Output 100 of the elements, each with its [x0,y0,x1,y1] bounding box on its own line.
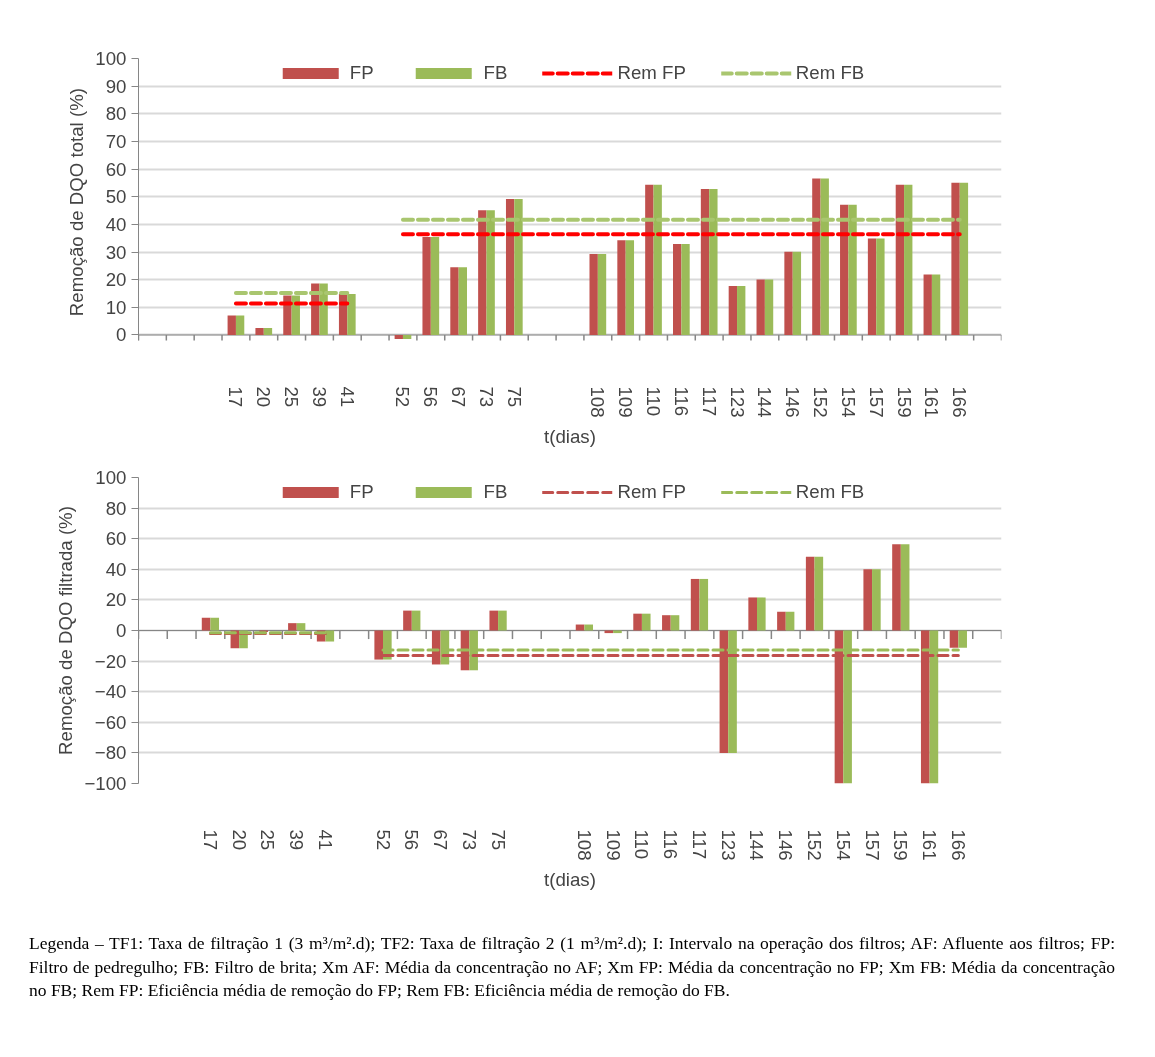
x-tick-label: 110 [631,829,653,860]
bar [347,294,356,335]
bar [450,267,459,335]
bar [617,240,626,335]
x-tick-label: 152 [804,829,826,861]
bar [589,253,598,335]
y-tick-label: 80 [105,103,127,125]
bar [255,328,264,335]
bar [201,617,211,631]
x-tick-label: 154 [837,386,859,418]
y-axis-title: Remoção de DQO filtrada (%) [55,506,77,755]
x-tick-label: 161 [921,386,943,418]
bar [764,279,774,335]
bar [959,182,969,335]
bar [478,210,487,335]
y-tick-label: 0 [116,620,127,641]
bar [748,597,757,631]
bar [641,613,651,631]
text: Legenda – TF1: Taxa de filtração 1 (3 m³/m².d); TF2: Taxa de filtração 2 (1 m³/m².d); I: Intervalo na operação dos filtros; AF: Afluente aos filtros; FP: Filtro de pedregulho; FB: Filtro de brita; Xm AF: Média da concentração no AF; Xm FP: Média da concentração no FP; Xm FB: Média da concentração no FB; Rem FP: Eficiência média de remoção do FP; Rem FB: Eficiência média de remoção do FB. [29,932,1115,1003]
x-tick-label: 123 [726,386,748,418]
bar [489,610,499,631]
bar [662,615,671,631]
legend-label: Rem FB [795,481,865,503]
x-tick-label: 161 [919,829,941,861]
bar [498,610,507,631]
y-tick-label: 100 [95,467,127,488]
y-tick-label: 50 [105,186,127,208]
bar [814,556,824,631]
bar [756,279,765,335]
y-tick-label: 40 [105,213,127,235]
bar [235,315,245,335]
x-tick-label: 41 [336,386,358,408]
bar [949,630,959,648]
x-tick-label: 67 [430,829,452,851]
x-tick-label: 144 [754,386,776,418]
x-tick-label: 146 [782,386,804,418]
bar [422,237,431,335]
bar [820,178,829,335]
bar [848,204,857,335]
bar [681,244,690,335]
bar [709,188,718,335]
bar [645,184,654,335]
bar [951,182,960,335]
bar [863,569,873,631]
x-tick-label: 41 [314,829,336,851]
y-tick-label: −100 [84,773,127,794]
bar [690,578,700,631]
bar [904,184,913,335]
legend-label: FP [349,481,374,503]
y-axis-title: Remoção de DQO total (%) [66,88,88,317]
bar [288,623,297,631]
y-tick-label: 80 [105,497,127,519]
bar [892,544,901,631]
legend-label: FB [483,481,508,503]
x-tick-label: 116 [660,829,682,860]
y-tick-label: 10 [105,296,127,318]
bar [923,274,932,335]
x-tick-label: 110 [643,386,665,417]
x-tick-label: 154 [832,829,854,861]
y-tick-label: −20 [94,650,127,672]
bar [900,544,910,631]
bar [263,328,273,335]
bar [403,610,412,631]
bar [670,615,680,631]
x-tick-label: 56 [420,386,442,408]
x-tick-label: 109 [615,386,637,418]
bar [673,244,682,335]
x-axis-title: t(dias) [544,868,596,890]
x-axis-title: t(dias) [544,425,596,447]
x-tick-label: 117 [688,829,710,860]
bar [872,569,881,631]
y-tick-label: 0 [116,324,127,346]
bar [737,286,746,335]
bar [931,274,941,335]
y-tick-label: 40 [105,558,127,580]
x-tick-label: 166 [947,829,969,861]
x-tick-label: 108 [573,829,595,861]
bar [876,238,885,335]
x-tick-label: 52 [372,829,394,851]
x-tick-label: 39 [286,829,308,851]
y-tick-label: 20 [105,269,127,291]
x-tick-label: 109 [602,829,624,861]
x-tick-label: 56 [401,829,423,851]
y-tick-label: 30 [105,241,127,263]
bar [895,184,905,335]
bar [486,210,495,335]
x-tick-label: 75 [487,829,509,851]
x-tick-label: 73 [475,386,497,408]
legend-label: FP [349,62,374,84]
y-tick-label: 70 [105,130,127,152]
bar [514,198,523,335]
bar [411,610,421,631]
bar [784,251,793,335]
y-tick-label: 100 [95,48,127,69]
bar [227,315,236,335]
bar [756,597,766,631]
bar [812,178,821,335]
x-tick-label: 17 [225,386,247,408]
x-tick-label: 166 [949,386,971,418]
bar [699,578,709,631]
